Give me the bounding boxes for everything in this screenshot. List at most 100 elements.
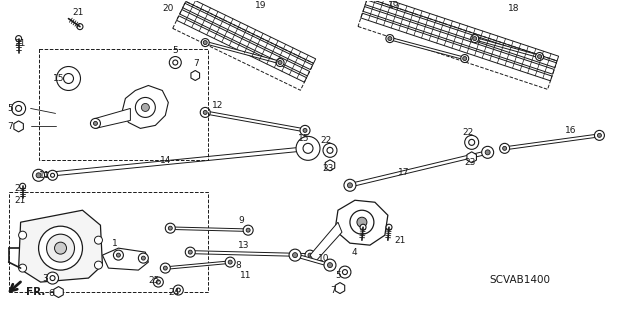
Text: 1: 1 <box>113 239 118 248</box>
Circle shape <box>324 259 336 271</box>
Circle shape <box>328 263 332 268</box>
Circle shape <box>327 147 333 153</box>
Text: 10: 10 <box>318 254 330 263</box>
Text: FR.: FR. <box>26 287 45 297</box>
Circle shape <box>141 256 145 260</box>
Polygon shape <box>335 283 345 293</box>
Circle shape <box>116 253 120 257</box>
Circle shape <box>339 266 351 278</box>
Text: 23: 23 <box>322 164 333 173</box>
Circle shape <box>156 280 161 284</box>
Circle shape <box>95 236 102 244</box>
Circle shape <box>113 250 124 260</box>
Circle shape <box>360 224 366 230</box>
Circle shape <box>502 146 507 150</box>
Text: 25: 25 <box>148 276 160 285</box>
Circle shape <box>136 97 156 117</box>
Circle shape <box>173 60 178 65</box>
Circle shape <box>463 56 467 61</box>
Circle shape <box>38 226 83 270</box>
Text: 6: 6 <box>49 289 54 298</box>
Circle shape <box>485 150 490 155</box>
Circle shape <box>296 137 320 160</box>
Polygon shape <box>349 151 488 187</box>
Polygon shape <box>170 227 248 231</box>
Text: 2: 2 <box>15 184 20 193</box>
Text: 22: 22 <box>463 128 474 137</box>
Text: 15: 15 <box>298 134 310 143</box>
Circle shape <box>357 217 367 227</box>
Circle shape <box>303 143 313 153</box>
Polygon shape <box>363 7 554 74</box>
Polygon shape <box>182 3 312 70</box>
Circle shape <box>595 130 604 140</box>
Circle shape <box>90 118 100 128</box>
Circle shape <box>342 270 348 275</box>
Text: 5: 5 <box>335 271 340 279</box>
Text: 11: 11 <box>240 271 252 279</box>
Polygon shape <box>365 0 556 68</box>
Circle shape <box>461 55 468 63</box>
Circle shape <box>303 128 307 132</box>
Text: 20: 20 <box>163 4 173 13</box>
Text: 23: 23 <box>465 158 476 167</box>
Text: 4: 4 <box>352 248 358 257</box>
Circle shape <box>185 247 195 257</box>
Circle shape <box>536 53 543 61</box>
Polygon shape <box>180 10 310 76</box>
Circle shape <box>47 272 58 284</box>
Circle shape <box>51 173 54 177</box>
Circle shape <box>246 228 250 232</box>
Polygon shape <box>205 111 305 132</box>
Circle shape <box>538 55 541 58</box>
Polygon shape <box>38 146 310 177</box>
Text: 18: 18 <box>508 4 519 13</box>
Text: 8: 8 <box>235 261 241 270</box>
Circle shape <box>165 223 175 233</box>
Text: 19: 19 <box>255 1 267 10</box>
Text: 7: 7 <box>193 59 199 68</box>
Circle shape <box>386 34 394 42</box>
Polygon shape <box>310 222 342 262</box>
Circle shape <box>168 226 172 230</box>
Text: SCVAB1400: SCVAB1400 <box>490 275 550 285</box>
Bar <box>38 48 208 160</box>
Circle shape <box>204 41 207 45</box>
Circle shape <box>163 266 167 270</box>
Polygon shape <box>325 160 335 171</box>
Circle shape <box>12 101 26 115</box>
Circle shape <box>50 276 55 281</box>
Circle shape <box>243 225 253 235</box>
Text: 17: 17 <box>398 168 410 177</box>
Circle shape <box>176 288 180 292</box>
Circle shape <box>93 122 97 125</box>
Circle shape <box>170 56 181 69</box>
Polygon shape <box>190 251 310 256</box>
Circle shape <box>63 73 74 84</box>
Circle shape <box>204 110 207 115</box>
Polygon shape <box>177 16 307 82</box>
Text: 15: 15 <box>52 74 64 83</box>
Circle shape <box>470 34 479 42</box>
Circle shape <box>19 264 27 272</box>
Text: 5: 5 <box>172 46 178 55</box>
Circle shape <box>278 61 282 64</box>
Text: 12: 12 <box>212 101 223 110</box>
Circle shape <box>348 183 353 188</box>
Polygon shape <box>122 85 168 128</box>
Polygon shape <box>294 254 330 267</box>
Circle shape <box>19 231 27 239</box>
Text: 21: 21 <box>15 39 26 48</box>
Polygon shape <box>367 0 559 61</box>
Circle shape <box>308 146 312 151</box>
Text: 3: 3 <box>43 274 48 283</box>
Text: 7: 7 <box>330 286 336 294</box>
Polygon shape <box>102 248 148 270</box>
Polygon shape <box>335 200 388 245</box>
Polygon shape <box>14 121 24 132</box>
Circle shape <box>36 173 41 178</box>
Circle shape <box>95 261 102 269</box>
Bar <box>8 192 208 292</box>
Circle shape <box>47 170 58 180</box>
Polygon shape <box>186 0 316 63</box>
